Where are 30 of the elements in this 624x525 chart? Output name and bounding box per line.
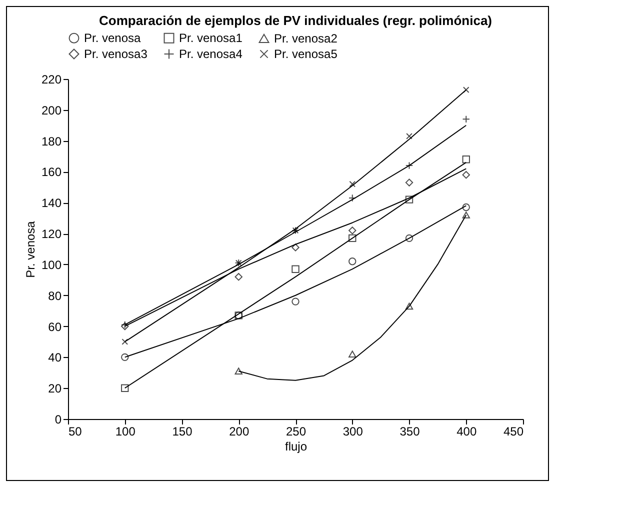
x-tick-label: 100 (115, 424, 136, 438)
x-tick-label: 50 (68, 424, 82, 438)
y-tick-label: 120 (41, 227, 62, 242)
y-tick-label: 160 (41, 165, 62, 180)
legend-label: Pr. venosa2 (274, 31, 338, 46)
y-tick-label: 20 (48, 382, 62, 396)
chart-title: Comparación de ejemplos de PV individuales (regr. polimónica) (99, 13, 492, 28)
x-tick-label: 250 (286, 424, 306, 438)
y-tick-label: 0 (54, 412, 62, 426)
x-tick-label: 150 (172, 424, 193, 438)
x-tick-label: 350 (400, 424, 420, 438)
x-tick-label: 450 (503, 424, 524, 438)
legend-label: Pr. venosa5 (274, 47, 338, 61)
y-tick-label: 140 (41, 196, 62, 210)
y-tick-label: 80 (48, 288, 62, 303)
x-tick-label: 200 (229, 424, 250, 438)
y-tick-label: 200 (41, 103, 62, 118)
x-tick-label: 400 (456, 424, 477, 438)
x-axis-title: flujo (284, 440, 308, 454)
y-tick-label: 40 (48, 350, 62, 365)
y-tick-label: 60 (48, 320, 62, 334)
y-tick-label: 220 (41, 72, 62, 86)
y-tick-label: 100 (41, 258, 62, 272)
y-axis-title: Pr. venosa (23, 220, 38, 278)
y-tick-label: 180 (41, 134, 62, 148)
legend-label: Pr. venosa3 (84, 47, 148, 61)
legend-label: Pr. venosa (84, 31, 142, 46)
x-tick-label: 300 (342, 424, 364, 438)
legend-label: Pr. venosa4 (179, 47, 243, 61)
legend-label: Pr. venosa1 (179, 31, 243, 46)
